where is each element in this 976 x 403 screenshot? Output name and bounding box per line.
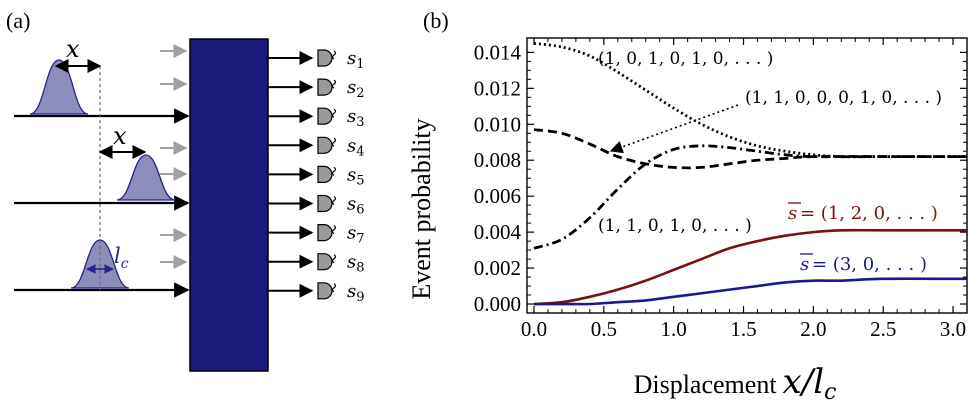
output-ports: s1 s2 s3 s4 s5 s6 s7 s8 s9 xyxy=(268,48,365,305)
detector-label: s4 xyxy=(347,135,365,159)
svg-text:s: s xyxy=(788,203,797,224)
interferometer-box xyxy=(189,38,269,372)
svg-text:= (1, 2, 0, . . . ): = (1, 2, 0, . . . ) xyxy=(800,203,938,224)
signal-squiggle-icon xyxy=(331,225,337,235)
vacuum-input-arrows xyxy=(160,44,188,269)
y-tick-label: 0.000 xyxy=(474,292,521,316)
x-axis-ticks: 0.0 0.5 1.0 1.5 2.0 2.5 3.0 xyxy=(521,38,968,341)
annotation-series-2: (1, 1, 0, 0, 0, 1, 0, . . . ) xyxy=(745,88,942,108)
annotation-series-3: (1, 1, 0, 1, 0, . . . ) xyxy=(598,216,752,236)
signal-squiggle-icon xyxy=(331,108,337,118)
detector-icon xyxy=(317,253,333,271)
displacement-label-1: x xyxy=(66,35,80,63)
series-line-1100010 xyxy=(533,128,967,170)
svg-text:s: s xyxy=(800,254,809,275)
pulse-2 xyxy=(116,154,176,201)
y-axis-ticks: 0.000 0.002 0.004 0.006 0.008 0.010 0.012 0.014 xyxy=(474,40,967,316)
x-tick-label: 2.5 xyxy=(870,317,896,341)
detector-icon xyxy=(317,224,333,242)
detector-icon xyxy=(317,49,333,67)
displacement-label-2: x xyxy=(113,122,127,150)
annotation-series-4: s = (1, 2, 0, . . . ) xyxy=(788,202,938,224)
detector-icon xyxy=(317,78,333,96)
annotation-arrow-series-2 xyxy=(609,104,739,154)
y-tick-label: 0.002 xyxy=(474,256,521,280)
y-tick-label: 0.012 xyxy=(474,76,521,100)
detector-label: s2 xyxy=(347,77,365,101)
series-line-30 xyxy=(533,277,967,306)
x-tick-label: 2.0 xyxy=(800,317,826,341)
plot-frame xyxy=(526,37,968,314)
x-tick-label: 1.0 xyxy=(661,317,687,341)
pulse-1 xyxy=(29,59,89,115)
detector-label: s1 xyxy=(347,48,365,72)
x-tick-label: 0.5 xyxy=(591,317,617,341)
signal-squiggle-icon xyxy=(331,79,337,89)
detector-label: s9 xyxy=(347,281,365,305)
panel-a-schematic: (a) x x lc s1 s2 s3 s4 s5 s6 s7 s8 s9 xyxy=(6,8,365,372)
panel-b-label: (b) xyxy=(423,8,449,33)
detector-label: s5 xyxy=(347,164,365,188)
y-tick-label: 0.004 xyxy=(474,220,522,244)
series-lines xyxy=(533,42,967,306)
panel-b-chart: (b) 0.0000.0020.0040.0060.0080.0100.0120… xyxy=(407,8,968,403)
x-tick-label: 0.0 xyxy=(521,317,547,341)
y-tick-label: 0.010 xyxy=(474,112,521,136)
signal-squiggle-icon xyxy=(331,283,337,293)
signal-squiggle-icon xyxy=(331,137,337,147)
y-tick-label: 0.008 xyxy=(474,148,521,172)
y-tick-label: 0.014 xyxy=(474,40,522,64)
signal-squiggle-icon xyxy=(331,254,337,264)
svg-text:= (3, 0, . . . ): = (3, 0, . . . ) xyxy=(812,254,927,275)
detector-label: s8 xyxy=(347,252,365,276)
signal-squiggle-icon xyxy=(331,50,337,60)
signal-squiggle-icon xyxy=(331,166,337,176)
series-line-11010 xyxy=(533,144,967,250)
panel-a-label: (a) xyxy=(6,8,30,33)
detector-icon xyxy=(317,282,333,300)
detector-icon xyxy=(317,136,333,154)
x-axis-title: Displacement x/lc xyxy=(634,362,837,403)
detector-label: s3 xyxy=(347,106,365,130)
annotation-series-1: (1, 0, 1, 0, 1, 0, . . . ) xyxy=(598,49,773,69)
series-line-120 xyxy=(533,228,967,306)
detector-icon xyxy=(317,165,333,183)
y-tick-label: 0.006 xyxy=(474,184,521,208)
x-tick-label: 1.5 xyxy=(730,317,756,341)
detector-icon xyxy=(317,194,333,213)
x-tick-label: 3.0 xyxy=(940,317,966,341)
y-axis-title: Event probability xyxy=(407,118,436,299)
signal-squiggle-icon xyxy=(331,196,337,205)
detector-icon xyxy=(317,107,333,125)
annotation-series-5: s = (3, 0, . . . ) xyxy=(800,253,927,275)
detector-label: s6 xyxy=(347,194,365,218)
coherence-label: lc xyxy=(114,244,129,272)
detector-label: s7 xyxy=(347,223,365,247)
